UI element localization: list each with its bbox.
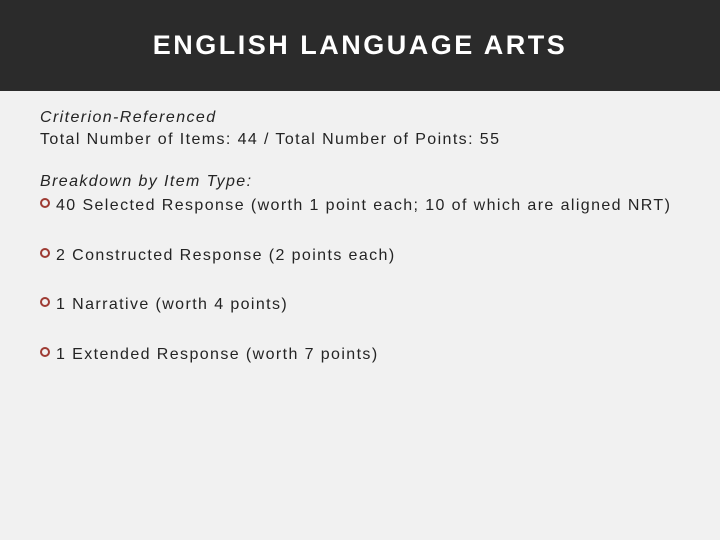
bullet-icon (40, 198, 50, 208)
list-item: 40 Selected Response (worth 1 point each… (40, 195, 680, 217)
bullet-icon (40, 248, 50, 258)
list-item: 1 Extended Response (worth 7 points) (40, 344, 680, 366)
list-item: 1 Narrative (worth 4 points) (40, 294, 680, 316)
bullet-icon (40, 347, 50, 357)
content-area: Criterion-Referenced Total Number of Ite… (0, 91, 720, 365)
header-band: ENGLISH LANGUAGE ARTS (0, 0, 720, 91)
list-item: 2 Constructed Response (2 points each) (40, 245, 680, 267)
breakdown-heading: Breakdown by Item Type: (40, 173, 680, 191)
section-heading-criterion: Criterion-Referenced (40, 109, 680, 127)
bullet-icon (40, 297, 50, 307)
list-item-text: 40 Selected Response (worth 1 point each… (56, 195, 680, 217)
list-item-text: 1 Narrative (worth 4 points) (56, 294, 680, 316)
list-item-text: 2 Constructed Response (2 points each) (56, 245, 680, 267)
totals-line: Total Number of Items: 44 / Total Number… (40, 131, 680, 149)
page-title: ENGLISH LANGUAGE ARTS (153, 30, 568, 61)
list-item-text: 1 Extended Response (worth 7 points) (56, 344, 680, 366)
